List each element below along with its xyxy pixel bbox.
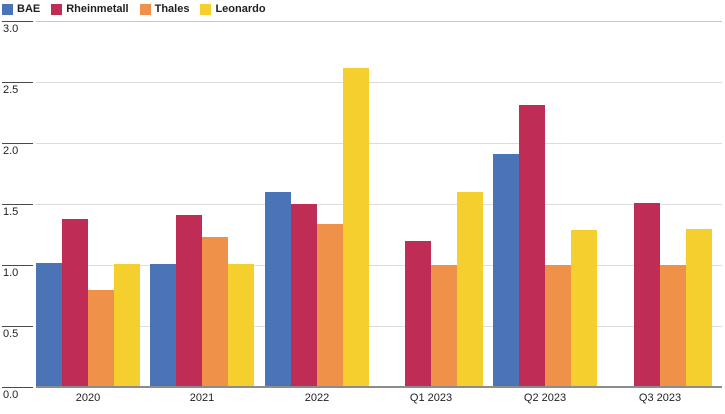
bar-thales-2020 — [88, 290, 114, 386]
bar-rheinmetall-2022 — [291, 204, 317, 386]
bar-group-q1-2023 — [379, 21, 493, 386]
bar-rheinmetall-q2-2023 — [519, 105, 545, 386]
legend-swatch-leonardo — [200, 3, 212, 15]
gridline-y-1.5 — [36, 204, 722, 205]
bar-group-2020 — [36, 21, 150, 386]
bar-rheinmetall-2020 — [62, 219, 88, 386]
x-axis-line — [36, 386, 722, 388]
bar-thales-2022 — [317, 224, 343, 386]
bar-bae-2022 — [265, 192, 291, 386]
x-tick-label-2020: 2020 — [75, 392, 101, 404]
y-tick-label: 0.0 — [3, 389, 19, 401]
bar-leonardo-2022 — [343, 68, 369, 386]
bar-leonardo-2020 — [114, 264, 140, 386]
gridline-y-2.0 — [36, 143, 722, 144]
bar-bae-q2-2023 — [493, 154, 519, 386]
bar-thales-q3-2023 — [660, 265, 686, 386]
legend-label: Rheinmetall — [66, 2, 129, 15]
bar-bae-2020 — [36, 263, 62, 386]
y-tick-mark-1.0 — [2, 265, 33, 266]
x-tick-label-q3-2023: Q3 2023 — [638, 392, 682, 404]
x-tick-label-q1-2023: Q1 2023 — [409, 392, 453, 404]
bar-bae-2021 — [150, 264, 176, 386]
legend-item-rheinmetall: Rheinmetall — [51, 2, 129, 15]
legend: BAE Rheinmetall Thales Leonardo — [2, 2, 277, 16]
x-tick-label-2021: 2021 — [189, 392, 215, 404]
legend-label: BAE — [17, 2, 41, 15]
y-tick-label: 1.0 — [3, 267, 19, 279]
y-tick-label: 0.5 — [3, 328, 19, 340]
bar-leonardo-q3-2023 — [686, 229, 712, 386]
y-tick-mark-0.0 — [2, 387, 33, 388]
x-tick-label-q2-2023: Q2 2023 — [523, 392, 567, 404]
y-tick-mark-2.0 — [2, 143, 33, 144]
y-tick-label: 1.5 — [3, 206, 19, 218]
bar-thales-q1-2023 — [431, 265, 457, 386]
bar-thales-2021 — [202, 237, 228, 386]
bar-thales-q2-2023 — [545, 265, 571, 386]
bar-group-q2-2023 — [493, 21, 607, 386]
gridline-y-0.5 — [36, 326, 722, 327]
legend-swatch-thales — [139, 3, 151, 15]
gridline-y-3.0 — [36, 21, 722, 22]
bar-rheinmetall-2021 — [176, 215, 202, 386]
bar-group-2022 — [265, 21, 379, 386]
gridline-y-2.5 — [36, 82, 722, 83]
x-tick-label-2022: 2022 — [304, 392, 330, 404]
y-tick-label: 2.0 — [3, 145, 19, 157]
legend-item-thales: Thales — [139, 2, 190, 15]
legend-item-leonardo: Leonardo — [200, 2, 266, 15]
gridline-y-1.0 — [36, 265, 722, 266]
y-tick-label: 2.5 — [3, 84, 19, 96]
y-tick-mark-0.5 — [2, 326, 33, 327]
y-tick-mark-3.0 — [2, 21, 33, 22]
bar-leonardo-q2-2023 — [571, 230, 597, 386]
legend-swatch-bae — [2, 3, 13, 15]
bar-leonardo-2021 — [228, 264, 254, 386]
legend-label: Thales — [154, 2, 190, 15]
bar-rheinmetall-q3-2023 — [634, 203, 660, 386]
y-tick-label: 3.0 — [3, 23, 19, 35]
y-tick-mark-1.5 — [2, 204, 33, 205]
legend-label: Leonardo — [215, 2, 266, 15]
bar-rheinmetall-q1-2023 — [405, 241, 431, 386]
legend-swatch-rheinmetall — [51, 3, 63, 15]
bar-group-2021 — [150, 21, 264, 386]
y-tick-mark-2.5 — [2, 82, 33, 83]
legend-item-bae: BAE — [2, 2, 41, 15]
bar-leonardo-q1-2023 — [457, 192, 483, 386]
bar-group-q3-2023 — [608, 21, 722, 386]
